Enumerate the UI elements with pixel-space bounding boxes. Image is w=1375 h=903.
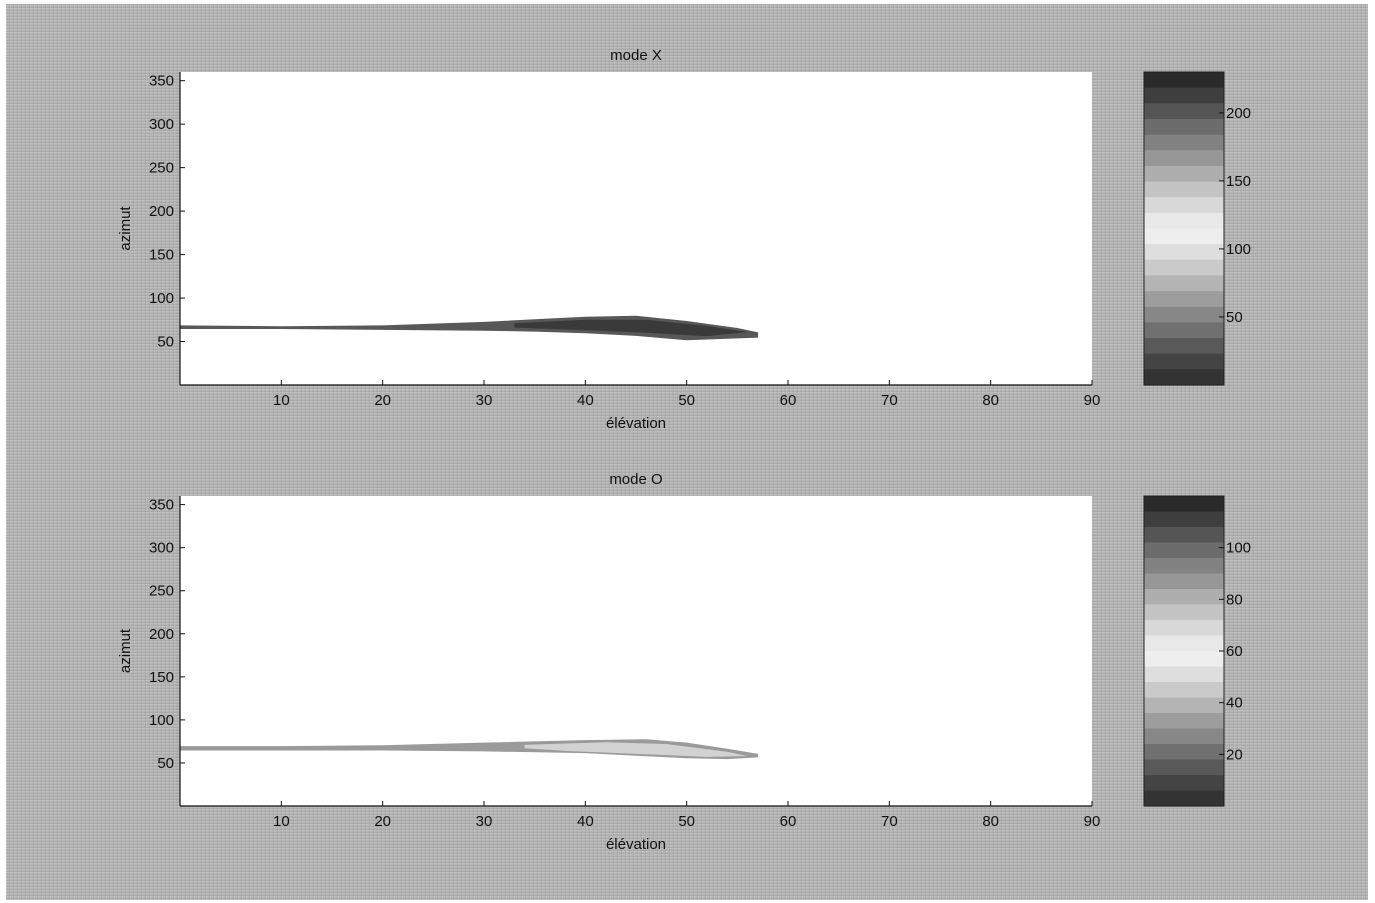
colorbar-band: [1144, 103, 1224, 120]
colorbar-band: [1144, 651, 1224, 668]
colorbar-tick-label: 50: [1226, 309, 1243, 326]
plot-area: [180, 496, 1092, 806]
x-tick-label: 10: [273, 392, 290, 409]
y-tick-label: 200: [149, 626, 174, 643]
chart-title: mode O: [609, 471, 662, 488]
colorbar-tick-label: 20: [1226, 746, 1243, 763]
colorbar-band: [1144, 589, 1224, 606]
colorbar-band: [1144, 682, 1224, 699]
colorbar-band: [1144, 604, 1224, 621]
colorbar-band: [1144, 353, 1224, 370]
x-tick-label: 10: [273, 813, 290, 830]
colorbar-band: [1144, 259, 1224, 277]
y-tick-label: 350: [149, 73, 174, 90]
y-tick-label: 200: [149, 203, 174, 220]
data-region-core: [514, 319, 748, 337]
colorbar-band: [1144, 150, 1224, 167]
x-tick-label: 30: [476, 392, 493, 409]
x-tick-label: 50: [678, 813, 695, 830]
colorbar-band: [1144, 197, 1224, 214]
colorbar-band: [1144, 228, 1224, 245]
colorbar-band: [1144, 134, 1224, 151]
plot-area: [180, 72, 1092, 385]
colorbar-tick-label: 100: [1226, 241, 1251, 258]
x-tick-label: 80: [982, 392, 999, 409]
y-tick-label: 250: [149, 160, 174, 177]
colorbar-band: [1144, 244, 1224, 261]
colorbar-band: [1144, 573, 1224, 590]
y-tick-label: 100: [149, 290, 174, 307]
colorbar-band: [1144, 306, 1224, 323]
colorbar-band: [1144, 635, 1224, 652]
x-tick-label: 20: [374, 813, 391, 830]
x-tick-label: 60: [780, 813, 797, 830]
colorbar-band: [1144, 744, 1224, 761]
colorbar-band: [1144, 181, 1224, 198]
colorbar-band: [1144, 542, 1224, 559]
x-tick-label: 90: [1084, 392, 1101, 409]
colorbar-band: [1144, 790, 1224, 807]
colorbar-band: [1144, 511, 1224, 528]
chart-panel-1: 10 20 30 40 50 60 70 80 90 50 100 150 200 250 300 350 mo…: [117, 47, 1251, 432]
x-tick-label: 40: [577, 392, 594, 409]
colorbar-band: [1144, 728, 1224, 745]
x-tick-label: 20: [374, 392, 391, 409]
colorbar-tick-label: 60: [1226, 643, 1243, 660]
x-tick-label: 30: [476, 813, 493, 830]
y-axis-label: azimut: [117, 206, 134, 251]
colorbar-band: [1144, 713, 1224, 730]
y-axis-label: azimut: [117, 628, 134, 673]
colorbar-tick-label: 80: [1226, 591, 1243, 608]
colorbar-band: [1144, 291, 1224, 308]
x-axis-label: élévation: [606, 415, 666, 432]
colorbar-band: [1144, 558, 1224, 575]
x-tick-label: 60: [780, 392, 797, 409]
chart-panel-2: 10 20 30 40 50 60 70 80 90 50 100 150 200 250 300 350 mo…: [117, 471, 1251, 853]
y-tick-label: 300: [149, 116, 174, 133]
chart-title: mode X: [610, 47, 662, 64]
x-tick-label: 70: [881, 813, 898, 830]
colorbar-band: [1144, 87, 1224, 104]
colorbar-tick-label: 200: [1226, 105, 1251, 122]
x-tick-label: 80: [982, 813, 999, 830]
colorbar-band: [1144, 72, 1224, 89]
x-tick-label: 70: [881, 392, 898, 409]
colorbar-band: [1144, 527, 1224, 544]
colorbar-band: [1144, 338, 1224, 355]
y-tick-label: 150: [149, 669, 174, 686]
colorbar: 20 40 60 80 100: [1143, 495, 1251, 807]
y-tick-label: 300: [149, 540, 174, 557]
y-tick-label: 350: [149, 497, 174, 514]
colorbar-band: [1144, 322, 1224, 339]
colorbar-band: [1144, 496, 1224, 513]
x-tick-label: 40: [577, 813, 594, 830]
colorbar-tick-label: 100: [1226, 540, 1251, 557]
colorbar-band: [1144, 118, 1224, 136]
figure-background: 10 20 30 40 50 60 70 80 90 50 100 150 200 250 300 350 mo…: [6, 4, 1368, 900]
colorbar-band: [1144, 775, 1224, 792]
colorbar-frame: [1143, 71, 1225, 386]
colorbar-band: [1144, 165, 1224, 183]
y-tick-label: 150: [149, 247, 174, 264]
x-tick-label: 90: [1084, 813, 1101, 830]
y-tick-label: 250: [149, 583, 174, 600]
colorbar-band: [1144, 620, 1224, 637]
data-region-core: [524, 742, 748, 757]
colorbar-band: [1144, 666, 1224, 683]
y-tick-label: 50: [157, 755, 174, 772]
y-tick-label: 100: [149, 712, 174, 729]
chart-canvas: 10 20 30 40 50 60 70 80 90 50 100 150 200 250 300 350 mo…: [117, 47, 1251, 853]
x-axis-label: élévation: [606, 836, 666, 853]
y-tick-label: 50: [157, 334, 174, 351]
x-tick-label: 50: [678, 392, 695, 409]
colorbar-band: [1144, 275, 1224, 292]
colorbar-band: [1144, 697, 1224, 714]
colorbar-tick-label: 40: [1226, 695, 1243, 712]
colorbar-band: [1144, 212, 1224, 230]
colorbar-band: [1144, 759, 1224, 776]
colorbar: 50 100 150 200: [1143, 71, 1251, 386]
colorbar-tick-label: 150: [1226, 173, 1251, 190]
colorbar-band: [1144, 369, 1224, 386]
